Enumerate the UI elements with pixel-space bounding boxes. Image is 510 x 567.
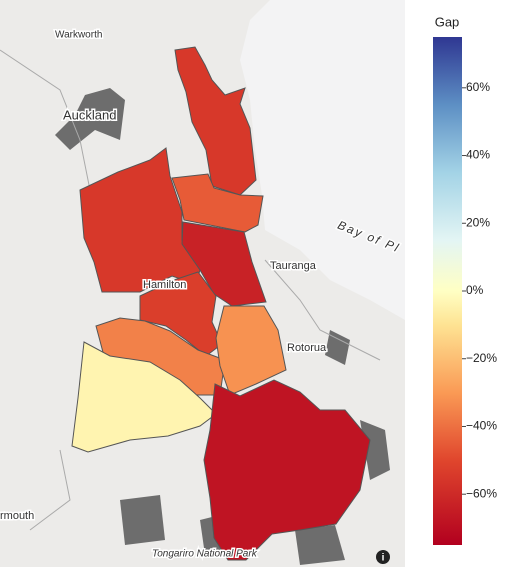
region — [71, 341, 217, 453]
region — [174, 46, 257, 196]
info-button[interactable] — [376, 550, 390, 564]
place-label: Warkworth — [55, 30, 102, 41]
roads — [0, 49, 381, 531]
colorbar — [433, 37, 462, 545]
colorbar-tick-label: −20% — [466, 351, 497, 365]
sea — [240, 0, 405, 320]
colorbar-tick-label: −40% — [466, 419, 497, 433]
colorbar-tick-label: 20% — [466, 215, 490, 229]
urban-areas — [55, 88, 390, 565]
colorbar-tick-label: −60% — [466, 486, 497, 500]
info-icon: i — [382, 553, 385, 564]
place-label: Tauranga — [270, 260, 317, 272]
region — [171, 173, 264, 233]
colorbar-tick-label: 60% — [466, 80, 490, 94]
colorbar-tick-label: 0% — [466, 283, 484, 297]
place-label: Auckland — [63, 107, 116, 122]
place-label: rmouth — [0, 510, 34, 522]
place-label: Hamilton — [143, 279, 186, 291]
place-label: Tongariro National Park — [152, 549, 258, 560]
colorbar-tick-label: 40% — [466, 148, 490, 162]
region — [203, 379, 371, 561]
colorbar-title: Gap — [435, 14, 460, 29]
region — [215, 305, 287, 396]
place-label: Rotorua — [287, 342, 327, 354]
